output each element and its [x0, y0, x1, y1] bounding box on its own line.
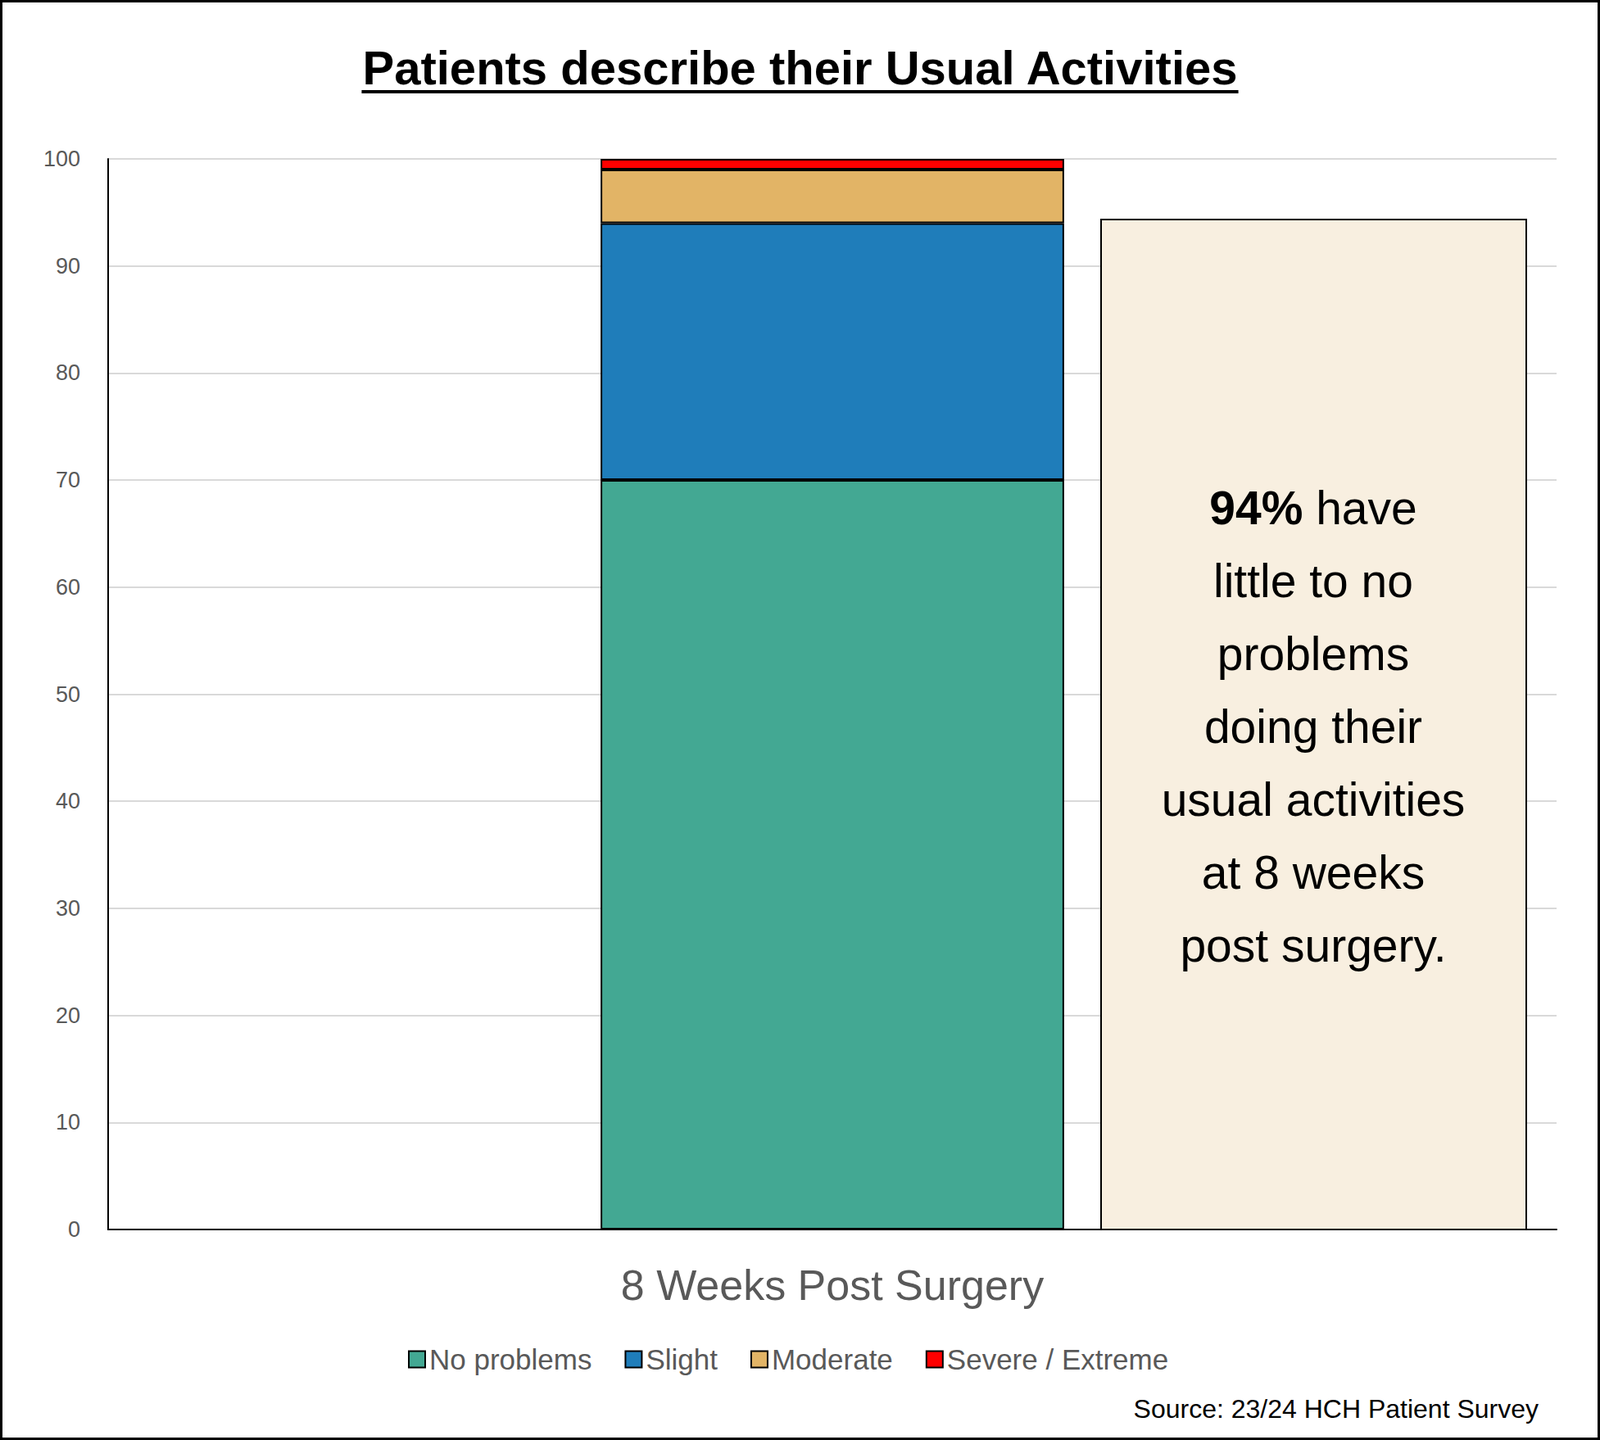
svg-text:0: 0	[67, 1217, 81, 1242]
svg-text:problems: problems	[1217, 627, 1410, 680]
svg-text:80: 80	[55, 360, 81, 386]
svg-text:usual activities: usual activities	[1161, 773, 1466, 826]
svg-text:30: 30	[55, 896, 81, 921]
svg-text:doing their: doing their	[1204, 700, 1423, 753]
svg-text:60: 60	[55, 575, 81, 600]
svg-text:Severe / Extreme: Severe / Extreme	[947, 1343, 1169, 1376]
svg-text:40: 40	[55, 788, 81, 814]
svg-text:at 8 weeks: at 8 weeks	[1201, 846, 1425, 899]
svg-text:94%: 94%	[1209, 481, 1303, 535]
svg-text:Moderate: Moderate	[771, 1343, 893, 1376]
svg-text:little to no: little to no	[1213, 554, 1414, 608]
svg-text:100: 100	[43, 146, 81, 172]
svg-text:10: 10	[55, 1110, 81, 1135]
svg-text:Slight: Slight	[645, 1343, 718, 1376]
svg-text:90: 90	[55, 253, 81, 279]
svg-text:Source: 23/24 HCH Patient Surv: Source: 23/24 HCH Patient Survey	[1133, 1394, 1539, 1424]
svg-text:8 Weeks Post Surgery: 8 Weeks Post Surgery	[620, 1261, 1044, 1310]
svg-text:post surgery.: post surgery.	[1179, 919, 1446, 972]
svg-text:have: have	[1302, 481, 1417, 535]
svg-text:Patients describe their Usual: Patients describe their Usual Activities	[362, 40, 1238, 95]
svg-text:No problems: No problems	[429, 1343, 592, 1376]
svg-text:50: 50	[55, 682, 81, 708]
svg-text:20: 20	[55, 1003, 81, 1029]
svg-text:70: 70	[55, 467, 81, 493]
